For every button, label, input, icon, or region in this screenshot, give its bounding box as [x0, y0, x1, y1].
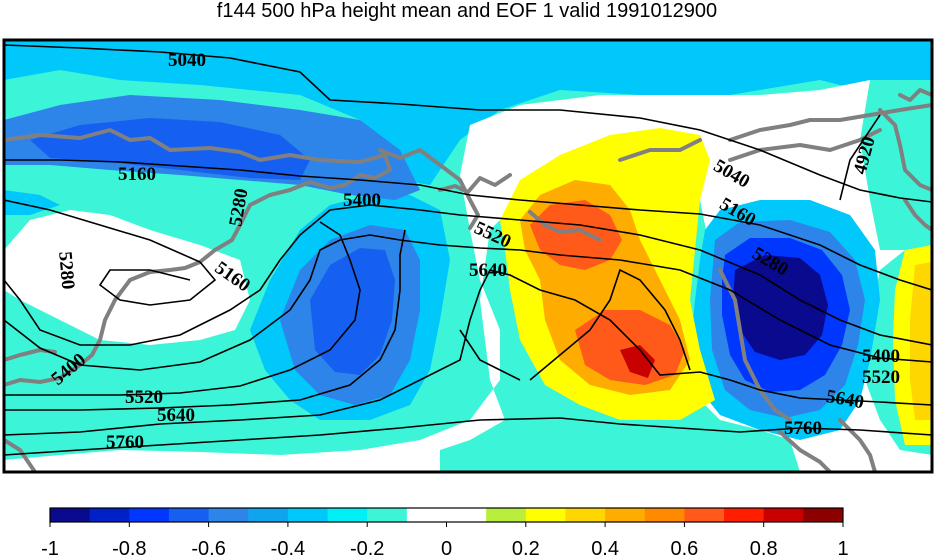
- colorbar-swatch: [763, 508, 804, 522]
- colorbar-frame: [49, 507, 844, 523]
- contour-label: 5640: [469, 260, 507, 281]
- contour-map: 5040 5160 5280 5280 5160 5400 5400 5520 …: [2, 38, 934, 474]
- coastline: [378, 148, 480, 230]
- contour-line: [4, 269, 932, 436]
- fill-pos-east-edge-2: [910, 262, 932, 420]
- contour-line: [4, 221, 361, 396]
- coastline: [898, 88, 932, 102]
- colorbar-swatch: [406, 508, 447, 522]
- colorbar-swatch: [684, 508, 725, 522]
- colorbar-tick-label: -0.6: [191, 538, 225, 558]
- contour-line: [4, 199, 217, 306]
- colorbar-swatch: [50, 508, 91, 522]
- colorbar-swatch: [89, 508, 130, 522]
- contour-label: 5280: [54, 251, 78, 291]
- colorbar-swatch: [168, 508, 210, 522]
- contour-label: 5640: [157, 405, 195, 426]
- colorbar-swatch: [248, 508, 289, 522]
- contour-label: 5400: [862, 346, 900, 367]
- coastline: [618, 138, 702, 162]
- coastline: [778, 430, 832, 472]
- coastline: [4, 128, 392, 387]
- fill-neg-cw-3: [310, 248, 395, 375]
- colorbar-tick-label: -0.2: [350, 538, 384, 558]
- fill-pos-3: [530, 200, 622, 270]
- coastline: [4, 438, 37, 472]
- colorbar-tick-label: 0.8: [750, 538, 778, 558]
- contour-line: [529, 268, 691, 381]
- contour-line: [4, 44, 932, 203]
- coastline: [438, 173, 512, 194]
- fill-white-west: [4, 210, 250, 345]
- fill-pos-5: [620, 345, 655, 378]
- coastline: [718, 268, 792, 422]
- contour-line: [4, 417, 932, 456]
- plot-frame: [2, 38, 934, 474]
- contour-label: 5160: [118, 164, 156, 185]
- colorbar-swatch: [803, 508, 844, 522]
- colorbar-swatch: [446, 508, 487, 522]
- contour-label: 5520: [862, 367, 900, 388]
- contour-line: [839, 114, 881, 201]
- coastline: [878, 108, 932, 192]
- colorbar-swatch: [208, 508, 249, 522]
- contour-label: 5400: [343, 190, 381, 211]
- coastline: [728, 103, 932, 142]
- contour-line: [459, 329, 521, 381]
- colorbar-swatch: [724, 508, 765, 522]
- colorbar-swatch: [644, 508, 685, 522]
- fill-cyan-right: [860, 80, 932, 250]
- colorbar-tick-label: 0.4: [591, 538, 619, 558]
- colorbar-swatch: [129, 508, 170, 522]
- contour-label: 5040: [168, 50, 206, 71]
- colorbar-swatch: [327, 508, 368, 522]
- colorbar-swatch: [605, 508, 646, 522]
- colorbar-tick-label: -1: [41, 538, 59, 558]
- chart-title: f144 500 hPa height mean and EOF 1 valid…: [216, 0, 718, 22]
- colorbar-swatch: [565, 508, 606, 522]
- contour-line: [4, 234, 932, 371]
- contour-label: 5760: [106, 432, 144, 453]
- colorbar-tick-label: 0: [441, 538, 452, 558]
- colorbar-tick-label: -0.8: [112, 538, 146, 558]
- colorbar-tick-label: -0.4: [271, 538, 305, 558]
- colorbar-tick-label: 0.6: [670, 538, 698, 558]
- coastline: [528, 210, 602, 242]
- colorbar-swatch: [486, 508, 527, 522]
- coastline: [903, 198, 932, 232]
- colorbar-swatch: [287, 508, 329, 522]
- colorbar-swatch: [525, 508, 566, 522]
- fill-top-band: [4, 40, 932, 185]
- colorbar-tick-label: 0.2: [512, 538, 540, 558]
- colorbar-tick-label: 1: [837, 538, 848, 558]
- fill-neg-east-4: [733, 255, 828, 360]
- contour-line: [4, 204, 932, 346]
- coastline: [728, 128, 882, 162]
- contour-label: 5760: [784, 418, 822, 439]
- contour-line: [4, 229, 406, 411]
- contour-label: 5520: [125, 387, 163, 408]
- contour-line: [4, 159, 932, 291]
- colorbar-swatch: [367, 508, 408, 522]
